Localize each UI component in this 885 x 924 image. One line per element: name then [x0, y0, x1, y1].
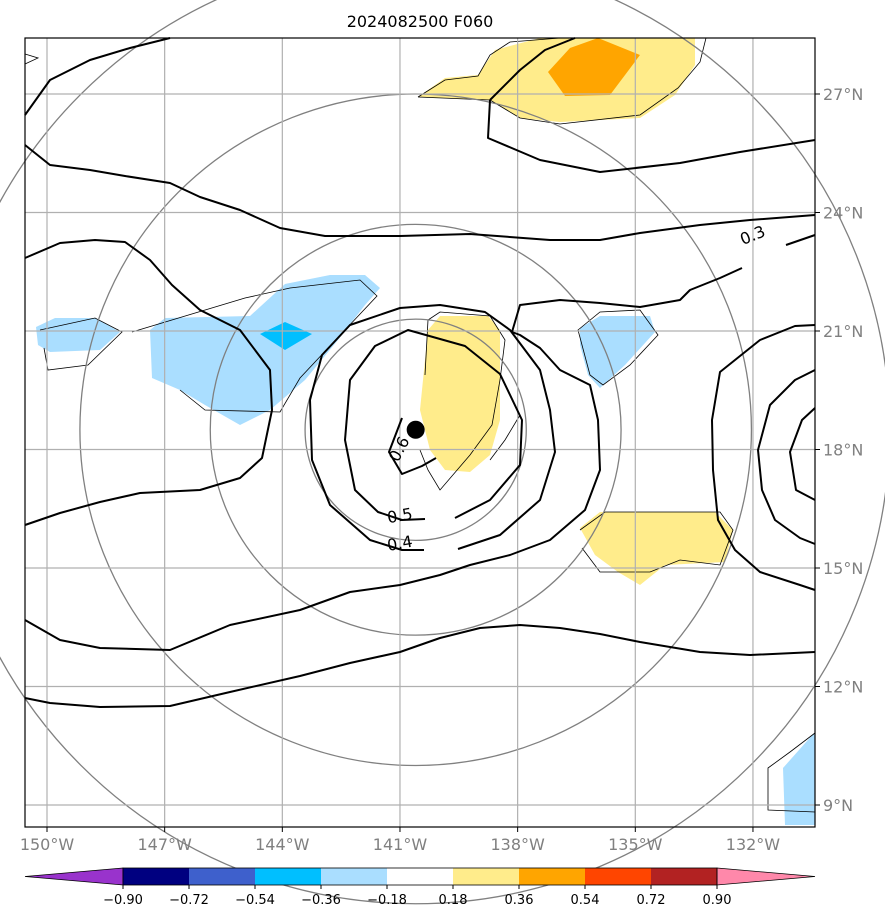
- chart-title: 2024082500 F060: [347, 12, 494, 31]
- contour-line-0.3: [511, 234, 816, 333]
- y-tick-label: 15°N: [823, 559, 863, 578]
- negative-fill-southeast: [783, 732, 815, 825]
- colorbar-tick-label: 0.36: [505, 893, 534, 908]
- positive-fill-center: [420, 316, 500, 472]
- contour-label: 0.5: [386, 504, 414, 527]
- colorbar-segment: [123, 868, 190, 885]
- colorbar-segment: [651, 868, 718, 885]
- colorbar: −0.90 −0.72 −0.54 −0.36 −0.18 0.18 0.36 0.54 0.7…: [24, 867, 816, 908]
- colorbar-tick-label: −0.54: [235, 893, 275, 908]
- x-tick-label: 138°W: [490, 835, 545, 854]
- x-tick-label: 144°W: [255, 835, 310, 854]
- y-tick-label: 18°N: [823, 441, 863, 460]
- range-ring: [209, 223, 622, 636]
- y-tick-label: 27°N: [823, 85, 863, 104]
- contour-line: [489, 37, 576, 101]
- thin-contour: [131, 279, 378, 413]
- thick-contour-lines: [24, 37, 816, 708]
- contour-line: [24, 331, 601, 651]
- x-tick-label: 147°W: [137, 835, 192, 854]
- contour-line: [24, 239, 273, 526]
- y-tick-label: 12°N: [823, 678, 863, 697]
- colorbar-tick-label: −0.18: [367, 893, 407, 908]
- contour-line-0.4: [309, 304, 556, 551]
- thin-contour: [489, 414, 521, 461]
- thin-contour: [419, 311, 506, 491]
- contour-line: [789, 407, 816, 501]
- colorbar-segment: [255, 868, 322, 885]
- negative-fill-northeast: [580, 316, 655, 388]
- thin-contour-edge: [24, 53, 40, 65]
- colorbar-segment: [585, 868, 652, 885]
- positive-fill-southeast: [580, 512, 733, 585]
- x-tick-label: 135°W: [608, 835, 663, 854]
- contour-line-0.5: [344, 329, 523, 521]
- range-ring: [0, 0, 885, 905]
- colorbar-segment: [189, 868, 256, 885]
- colorbar-tick-label: 0.18: [439, 893, 468, 908]
- shaded-anomaly-fills: [36, 38, 815, 825]
- colorbar-tick-label: 0.54: [571, 893, 600, 908]
- contour-line: [24, 37, 171, 116]
- colorbar-tick-label: 0.72: [637, 893, 666, 908]
- thin-contour: [577, 309, 659, 386]
- y-tick-label: 9°N: [823, 796, 853, 815]
- contour-label: 0.4: [386, 532, 414, 555]
- colorbar-tick-label: −0.36: [301, 893, 341, 908]
- storm-center-marker: [406, 420, 425, 439]
- colorbar-extend-min: [24, 867, 124, 886]
- map-frame: [24, 37, 816, 828]
- negative-fill-west: [36, 318, 120, 352]
- lat-lon-grid: [25, 38, 815, 827]
- contour-line: [487, 99, 816, 173]
- x-axis-ticks: 150°W 147°W 144°W 141°W 138°W 135°W 132°W: [20, 827, 780, 854]
- contour-line: [24, 624, 816, 708]
- colorbar-segment: [321, 868, 388, 885]
- x-tick-label: 150°W: [20, 835, 75, 854]
- contour-line-0.6: [388, 417, 437, 475]
- contour-label: 0.6: [385, 433, 414, 464]
- colorbar-segment: [519, 868, 586, 885]
- strong-positive-fill-north: [548, 38, 640, 96]
- colorbar-tick-label: −0.90: [103, 893, 143, 908]
- contour-label: 0.3: [737, 222, 768, 249]
- contour-line: [24, 144, 816, 241]
- x-tick-label: 132°W: [726, 835, 781, 854]
- colorbar-segment: [453, 868, 520, 885]
- thin-contour: [579, 511, 734, 573]
- medium-negative-fill: [260, 322, 312, 350]
- y-tick-label: 24°N: [823, 204, 863, 223]
- contour-line: [757, 369, 816, 545]
- thin-contour: [767, 732, 816, 813]
- colorbar-extend-max: [716, 867, 816, 886]
- x-tick-label: 141°W: [373, 835, 428, 854]
- range-ring: [304, 318, 527, 541]
- colorbar-segment: [387, 868, 454, 885]
- colorbar-tick-label: 0.90: [703, 893, 732, 908]
- contour-line: [711, 324, 816, 591]
- negative-fill-northwest: [150, 275, 380, 425]
- y-tick-label: 21°N: [823, 322, 863, 341]
- colorbar-tick-label: −0.72: [169, 893, 209, 908]
- y-axis-ticks: 9°N 12°N 15°N 18°N 21°N 24°N 27°N: [815, 85, 863, 815]
- colorbar-outline: [122, 867, 718, 886]
